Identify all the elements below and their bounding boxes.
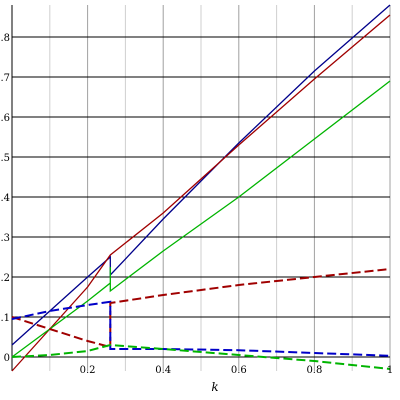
y-tick-label: 0.5 [0,153,10,164]
y-tick-label: 0.3 [0,233,10,244]
series-line-5 [11,300,391,357]
x-tick-label: 0.8 [306,365,322,376]
grid-lines [11,5,391,371]
series-line-3 [11,80,391,358]
series-line-6 [11,343,391,370]
y-tick-label: 0.4 [0,193,10,204]
y-tick-label: 0.7 [0,73,10,84]
y-tick-label: 0.8 [0,33,10,44]
series-line-2 [11,14,391,372]
tick-labels: 0.2 0.4 0.6 0.8 1 0 0.1 0.2 0.3 0.4 0.5 0.6 0.7 0.8 [0,33,393,376]
x-tick-label: 0.2 [80,365,96,376]
series-group [11,4,391,372]
y-tick-label: 0.2 [0,273,10,284]
y-tick-label: 0.1 [0,313,10,324]
x-axis-label: k [211,380,218,394]
y-tick-label: 0 [4,353,10,364]
x-tick-label: 0.6 [231,365,247,376]
series-line-4 [11,268,391,349]
series-line-1 [11,4,391,346]
y-tick-label: 0.6 [0,113,10,124]
x-tick-label: 0.4 [155,365,171,376]
x-tick-label: 1 [387,365,393,376]
